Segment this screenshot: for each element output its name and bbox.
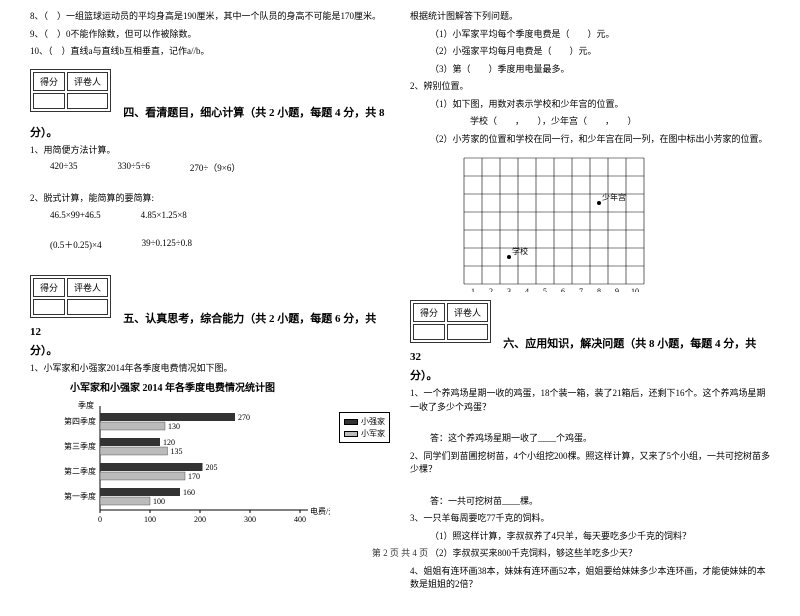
svg-text:205: 205	[206, 463, 218, 472]
expr-e2: 330÷5÷6	[117, 161, 149, 174]
svg-text:第二季度: 第二季度	[64, 466, 96, 476]
score-label: 得分	[33, 278, 65, 297]
svg-text:第三季度: 第三季度	[64, 441, 96, 451]
svg-text:270: 270	[238, 413, 250, 422]
svg-text:4: 4	[525, 287, 529, 292]
expr-e1: 420÷35	[50, 161, 77, 174]
chart-title: 小军家和小强家 2014 年各季度电费情况统计图	[70, 379, 390, 394]
score-box-5: 得分 评卷人	[30, 275, 111, 318]
page-footer: 第 2 页 共 4 页	[0, 546, 800, 559]
svg-text:第四季度: 第四季度	[64, 416, 96, 426]
svg-text:学校: 学校	[512, 246, 528, 256]
question-9: 9、（ ）0不能作除数，但可以作被除数。	[30, 28, 390, 42]
score-label: 得分	[33, 72, 65, 91]
svg-text:100: 100	[144, 515, 156, 524]
question-8: 8、（ ）一组篮球运动员的平均身高是190厘米，其中一个队员的身高不可能是170…	[30, 10, 390, 24]
score-label: 得分	[413, 303, 445, 322]
r3: （3）第（ ）季度用电量最多。	[430, 63, 770, 77]
grader-label: 评卷人	[67, 72, 108, 91]
svg-text:200: 200	[194, 515, 206, 524]
q4-1: 1、用简便方法计算。	[30, 144, 390, 158]
section-6-fen: 分）。	[410, 367, 770, 383]
expr-row-2: 46.5×99+46.5 4.85×1.25×8	[50, 210, 390, 220]
coordinate-grid: 1 2 3 4 5 6 7 8 9 10 学校 少年宫	[450, 152, 770, 294]
q6-4: 4、姐姐有连环画38本，妹妹有连环画52本，姐姐要给妹妹多少本连环画，才能使妹妹…	[410, 565, 770, 592]
r2: （2）小强家平均每月电费是（ ）元。	[430, 45, 770, 59]
svg-text:10: 10	[631, 287, 639, 292]
section-4-fen: 分）。	[30, 124, 390, 140]
q6-3a: （1）照这样计算，李叔叔养了4只羊，每天要吃多少千克的饲料？	[430, 530, 770, 544]
svg-text:160: 160	[183, 488, 195, 497]
svg-text:7: 7	[579, 287, 583, 292]
svg-text:3: 3	[507, 287, 511, 292]
score-box-4: 得分 评卷人	[30, 69, 111, 112]
legend-label-jun: 小军家	[361, 428, 385, 439]
q6-1: 1、一个养鸡场星期一收的鸡蛋，18个装一箱，装了21箱后，还剩下16个。这个养鸡…	[410, 387, 770, 414]
svg-text:400: 400	[294, 515, 306, 524]
q6-2: 2、同学们到苗圃挖树苗，4个小组挖200棵。照这样计算，又来了5个小组，一共可挖…	[410, 450, 770, 477]
stat-intro: 根据统计图解答下列问题。	[410, 10, 770, 24]
svg-text:0: 0	[98, 515, 102, 524]
expr-e7: 39÷0.125÷0.8	[142, 238, 192, 251]
expr-row-3: (0.5＋0.25)×4 39÷0.125÷0.8	[50, 238, 390, 251]
right-column: 根据统计图解答下列问题。 （1）小军家平均每个季度电费是（ ）元。 （2）小强家…	[410, 10, 770, 596]
svg-text:电费/元: 电费/元	[310, 506, 330, 516]
chart-legend: 小强家 小军家	[339, 412, 390, 443]
question-10: 10、（ ）直线a与直线b互相垂直，记作a//b。	[30, 45, 390, 59]
svg-text:1: 1	[471, 287, 475, 292]
r5: 学校（ ， ），少年宫（ ， ）	[470, 115, 770, 129]
svg-text:135: 135	[171, 447, 183, 456]
section-4-title: 四、看清题目，细心计算（共 2 小题，每题 4 分，共 8	[123, 107, 384, 119]
legend-label-qiang: 小强家	[361, 416, 385, 427]
svg-text:130: 130	[168, 422, 180, 431]
q6-3: 3、一只羊每周要吃77千克的饲料。	[410, 512, 770, 526]
expr-e3: 270÷（9×6）	[190, 161, 241, 174]
a6-2: 答：一共可挖树苗____棵。	[430, 495, 770, 509]
left-column: 8、（ ）一组篮球运动员的平均身高是190厘米，其中一个队员的身高不可能是170…	[30, 10, 390, 596]
svg-text:少年宫: 少年宫	[602, 192, 626, 202]
q5-1: 1、小军家和小强家2014年各季度电费情况如下图。	[30, 362, 390, 376]
svg-text:季度: 季度	[78, 400, 94, 410]
svg-text:6: 6	[561, 287, 565, 292]
grader-label: 评卷人	[447, 303, 488, 322]
legend-swatch-qiang	[344, 419, 358, 425]
expr-e6: (0.5＋0.25)×4	[50, 238, 102, 251]
grid-svg: 1 2 3 4 5 6 7 8 9 10 学校 少年宫	[450, 152, 670, 292]
svg-text:8: 8	[597, 287, 601, 292]
svg-text:9: 9	[615, 287, 619, 292]
expr-e4: 46.5×99+46.5	[50, 210, 101, 220]
expr-e5: 4.85×1.25×8	[141, 210, 187, 220]
q4-2: 2、脱式计算，能简算的要简算:	[30, 192, 390, 206]
expr-row-1: 420÷35 330÷5÷6 270÷（9×6）	[50, 161, 390, 174]
svg-text:第一季度: 第一季度	[64, 491, 96, 501]
svg-text:170: 170	[188, 472, 200, 481]
svg-text:2: 2	[489, 287, 493, 292]
r1: （1）小军家平均每个季度电费是（ ）元。	[430, 28, 770, 42]
score-box-6: 得分 评卷人	[410, 300, 491, 343]
a6-1: 答：这个养鸡场星期一收了____个鸡蛋。	[430, 432, 770, 446]
grader-label: 评卷人	[67, 278, 108, 297]
r4: （1）如下图，用数对表示学校和少年宫的位置。	[430, 98, 770, 112]
svg-text:120: 120	[163, 438, 175, 447]
svg-text:5: 5	[543, 287, 547, 292]
svg-text:100: 100	[153, 497, 165, 506]
bar-chart: 小强家 小军家 季度电费/元 0 100 200 300 400 270 130 第四季度 120…	[50, 400, 390, 532]
section-5-fen: 分）。	[30, 342, 390, 358]
legend-swatch-jun	[344, 431, 358, 437]
svg-text:300: 300	[244, 515, 256, 524]
q5-2: 2、辨别位置。	[410, 80, 770, 94]
bar-chart-svg: 季度电费/元 0 100 200 300 400 270 130 第四季度 120135 第三季度 2…	[50, 400, 330, 530]
r6: （2）小芳家的位置和学校在同一行，和少年宫在同一列，在图中标出小芳家的位置。	[430, 133, 770, 147]
